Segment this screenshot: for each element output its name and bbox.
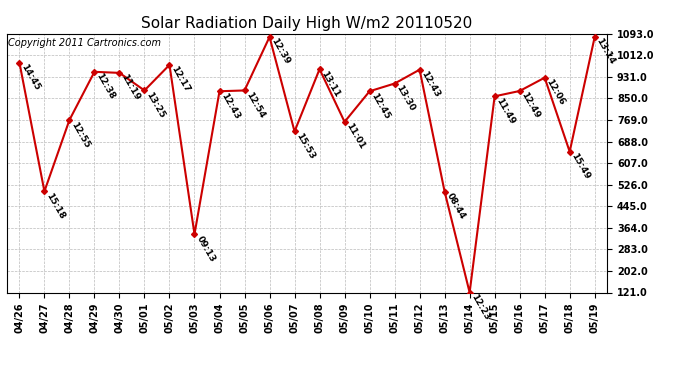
Text: 12:49: 12:49 (520, 91, 542, 120)
Title: Solar Radiation Daily High W/m2 20110520: Solar Radiation Daily High W/m2 20110520 (141, 16, 473, 31)
Text: 11:49: 11:49 (495, 96, 517, 126)
Text: Copyright 2011 Cartronics.com: Copyright 2011 Cartronics.com (8, 38, 161, 48)
Text: 08:44: 08:44 (444, 192, 467, 221)
Text: 09:13: 09:13 (195, 234, 217, 264)
Text: 14:45: 14:45 (19, 63, 41, 92)
Text: 15:53: 15:53 (295, 132, 317, 161)
Text: 12:38: 12:38 (95, 72, 117, 101)
Text: 12:06: 12:06 (544, 78, 566, 107)
Text: 12:45: 12:45 (370, 91, 392, 121)
Text: 11:01: 11:01 (344, 122, 366, 151)
Text: 11:19: 11:19 (119, 73, 141, 102)
Text: 12:17: 12:17 (170, 65, 192, 94)
Text: 12:43: 12:43 (219, 91, 242, 121)
Text: 13:25: 13:25 (144, 90, 166, 120)
Text: 15:49: 15:49 (570, 152, 592, 181)
Text: 12:55: 12:55 (70, 120, 92, 149)
Text: 12:54: 12:54 (244, 90, 267, 120)
Text: 12:23: 12:23 (470, 292, 492, 322)
Text: 15:18: 15:18 (44, 191, 66, 220)
Text: 12:39: 12:39 (270, 37, 292, 66)
Text: 13:14: 13:14 (595, 37, 617, 66)
Text: 13:30: 13:30 (395, 84, 417, 113)
Text: 12:43: 12:43 (420, 70, 442, 99)
Text: 13:11: 13:11 (319, 69, 342, 99)
